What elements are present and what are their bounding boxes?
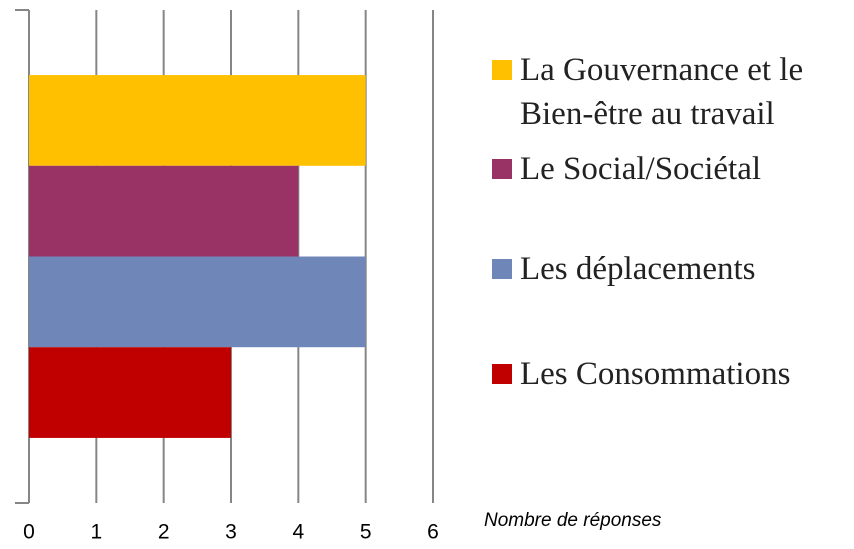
bar (29, 347, 231, 438)
x-tick-label: 1 (90, 521, 102, 544)
x-tick-label: 3 (225, 521, 237, 544)
x-tick-label: 4 (292, 521, 304, 544)
legend-label: Les déplacements (520, 251, 756, 287)
bar (29, 256, 366, 348)
x-axis-label: Nombre de réponses (484, 510, 662, 531)
legend-label: Le Social/Sociétal (520, 151, 762, 187)
x-tick-label: 6 (427, 521, 439, 544)
x-tick-label: 2 (158, 521, 170, 544)
legend-label: La Gouvernance et le Bien-être au travai… (520, 52, 804, 132)
bar (29, 165, 299, 257)
legend-item: Les Consommations (492, 352, 852, 396)
legend-swatch (492, 364, 512, 384)
legend-swatch (492, 159, 512, 179)
x-tick-label: 5 (360, 521, 372, 544)
bar (29, 75, 366, 166)
legend-item: La Gouvernance et le Bien-être au travai… (492, 48, 852, 136)
legend-swatch (492, 60, 512, 80)
legend-label: Les Consommations (520, 356, 791, 392)
legend-item: Le Social/Sociétal (492, 147, 852, 191)
x-tick-label: 0 (23, 521, 35, 544)
legend-swatch (492, 259, 512, 279)
legend-item: Les déplacements (492, 247, 852, 291)
